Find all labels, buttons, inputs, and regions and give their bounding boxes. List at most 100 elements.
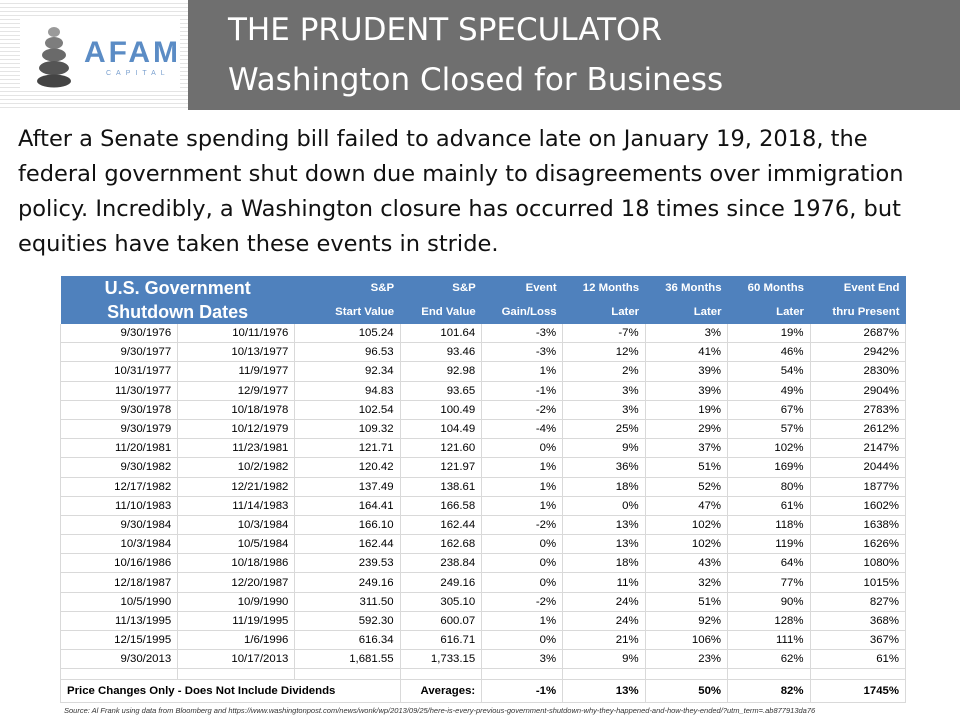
table-cell: 11/20/1981 bbox=[59, 438, 179, 459]
table-row: 11/20/1981 11/23/1981 121.71 121.60 0% 9% 37% 1… bbox=[59, 438, 906, 459]
table-cell: 11/14/1983 bbox=[177, 496, 296, 516]
table-cell: 2904% bbox=[810, 381, 906, 401]
table-cell: -3% bbox=[481, 324, 564, 344]
table-cell: 827% bbox=[810, 592, 906, 612]
table-cell: 0% bbox=[481, 534, 564, 555]
column-header: Event End bbox=[810, 276, 906, 300]
table-cell: 10/18/1978 bbox=[177, 400, 296, 420]
shutdown-table: U.S. Government S&P S&P Event 12 Months … bbox=[59, 276, 906, 704]
logo: AFAM CAPITAL bbox=[20, 18, 180, 88]
table-cell: 9/30/1984 bbox=[59, 515, 179, 536]
table-cell: -3% bbox=[481, 342, 564, 363]
column-header: S&P bbox=[294, 276, 401, 300]
table-cell: -2% bbox=[481, 592, 564, 612]
table-cell: 592.30 bbox=[294, 611, 401, 632]
table-cell: 1% bbox=[481, 611, 564, 632]
table-cell: 109.32 bbox=[294, 419, 401, 440]
table-cell: 111% bbox=[727, 630, 811, 651]
table-row: 9/30/1977 10/13/1977 96.53 93.46 -3% 12% 41% 46… bbox=[59, 342, 906, 363]
table-cell: 13% bbox=[562, 534, 646, 555]
table-row: 10/5/1990 10/9/1990 311.50 305.10 -2% 24% 51% 9… bbox=[59, 592, 906, 612]
table-cell: 162.44 bbox=[400, 515, 483, 536]
table-cell: 51% bbox=[645, 457, 729, 478]
table-cell: 0% bbox=[481, 630, 564, 651]
table-row: 9/30/1979 10/12/1979 109.32 104.49 -4% 25% 29%… bbox=[59, 419, 906, 440]
table-cell: 10/5/1990 bbox=[59, 592, 179, 612]
table-cell: 29% bbox=[645, 419, 729, 440]
table-cell: -2% bbox=[481, 515, 564, 536]
table-cell: -7% bbox=[562, 324, 646, 344]
table-cell: 57% bbox=[727, 419, 811, 440]
table-cell: 2942% bbox=[810, 342, 906, 363]
column-header: Start Value bbox=[294, 300, 401, 324]
table-cell: 10/16/1986 bbox=[59, 553, 179, 574]
table-row: 10/3/1984 10/5/1984 162.44 162.68 0% 13% 102% 1… bbox=[59, 534, 906, 555]
table-cell: 104.49 bbox=[400, 419, 483, 440]
table-cell: 12/20/1987 bbox=[177, 572, 296, 593]
table-cell: 12/21/1982 bbox=[177, 477, 296, 497]
table-cell: 3% bbox=[645, 324, 729, 344]
column-header: End Value bbox=[400, 300, 482, 324]
table-cell: 21% bbox=[562, 630, 646, 651]
table-cell: 311.50 bbox=[294, 592, 401, 612]
logo-name: AFAM bbox=[84, 36, 181, 69]
table-cell: 1080% bbox=[810, 553, 906, 574]
average-value: 50% bbox=[645, 679, 729, 704]
table-cell: 166.58 bbox=[400, 496, 483, 516]
table-cell: 1638% bbox=[810, 515, 906, 536]
table-cell: 1602% bbox=[810, 496, 906, 516]
table-cell: 1015% bbox=[810, 572, 906, 593]
table-cell: 164.41 bbox=[294, 496, 401, 516]
table-cell: 2044% bbox=[810, 457, 906, 478]
table-cell: 13% bbox=[562, 515, 646, 536]
table-cell: 61% bbox=[727, 496, 811, 516]
table-header-row-2: Shutdown Dates Start Value End Value Gai… bbox=[60, 300, 906, 324]
table-cell: 80% bbox=[727, 477, 811, 497]
table-cell: 10/12/1979 bbox=[177, 419, 296, 440]
table-cell: 118% bbox=[727, 515, 811, 536]
table-cell: 11/10/1983 bbox=[59, 496, 179, 516]
column-header: thru Present bbox=[810, 300, 906, 324]
table-cell: 11/9/1977 bbox=[177, 361, 296, 382]
column-header: Later bbox=[645, 300, 728, 324]
table-cell: 9% bbox=[562, 649, 646, 670]
table-row: 11/13/1995 11/19/1995 592.30 600.07 1% 24% 92%… bbox=[59, 611, 906, 632]
table-cell: 2687% bbox=[810, 324, 906, 344]
table-cell: 51% bbox=[645, 592, 729, 612]
table-cell: 19% bbox=[727, 324, 811, 344]
logo-subtitle: CAPITAL bbox=[106, 70, 170, 77]
table-cell: 2830% bbox=[810, 361, 906, 382]
table-cell: 2612% bbox=[810, 419, 906, 440]
table-cell: -4% bbox=[481, 419, 564, 440]
table-cell: 19% bbox=[645, 400, 729, 420]
table-row: 12/15/1995 1/6/1996 616.34 616.71 0% 21% 106% 1… bbox=[59, 630, 906, 651]
table-cell: 162.44 bbox=[294, 534, 401, 555]
table-cell: 106% bbox=[645, 630, 729, 651]
table-cell: 62% bbox=[727, 649, 811, 670]
table-cell: 10/13/1977 bbox=[177, 342, 296, 363]
table-cell: 46% bbox=[727, 342, 811, 363]
table-cell: 47% bbox=[645, 496, 729, 516]
table-cell: 166.10 bbox=[294, 515, 401, 536]
table-cell: 1626% bbox=[810, 534, 906, 555]
table-row: 9/30/1984 10/3/1984 166.10 162.44 -2% 13% 102%… bbox=[59, 515, 906, 536]
table-cell: 37% bbox=[645, 438, 729, 459]
table-cell: 90% bbox=[727, 592, 811, 612]
table-cell: 101.64 bbox=[400, 324, 483, 344]
table-cell: 36% bbox=[562, 457, 646, 478]
column-header: S&P bbox=[400, 276, 482, 300]
table-cell: 249.16 bbox=[294, 572, 401, 593]
table-cell: 10/3/1984 bbox=[177, 515, 296, 536]
average-value: 13% bbox=[562, 679, 646, 704]
table-cell: 9/30/1979 bbox=[59, 419, 179, 440]
table-cell: 1% bbox=[481, 361, 564, 382]
table-title: U.S. Government bbox=[60, 276, 295, 300]
table-cell: 162.68 bbox=[400, 534, 483, 555]
table-cell: 92% bbox=[645, 611, 729, 632]
table-cell: 616.71 bbox=[400, 630, 483, 651]
averages-row: Price Changes Only - Does Not Include Di… bbox=[60, 679, 906, 704]
table-cell: 67% bbox=[727, 400, 811, 420]
table-cell: 1% bbox=[481, 477, 564, 497]
page-title: THE PRUDENT SPECULATOR bbox=[228, 12, 662, 48]
table-cell: 18% bbox=[562, 477, 646, 497]
